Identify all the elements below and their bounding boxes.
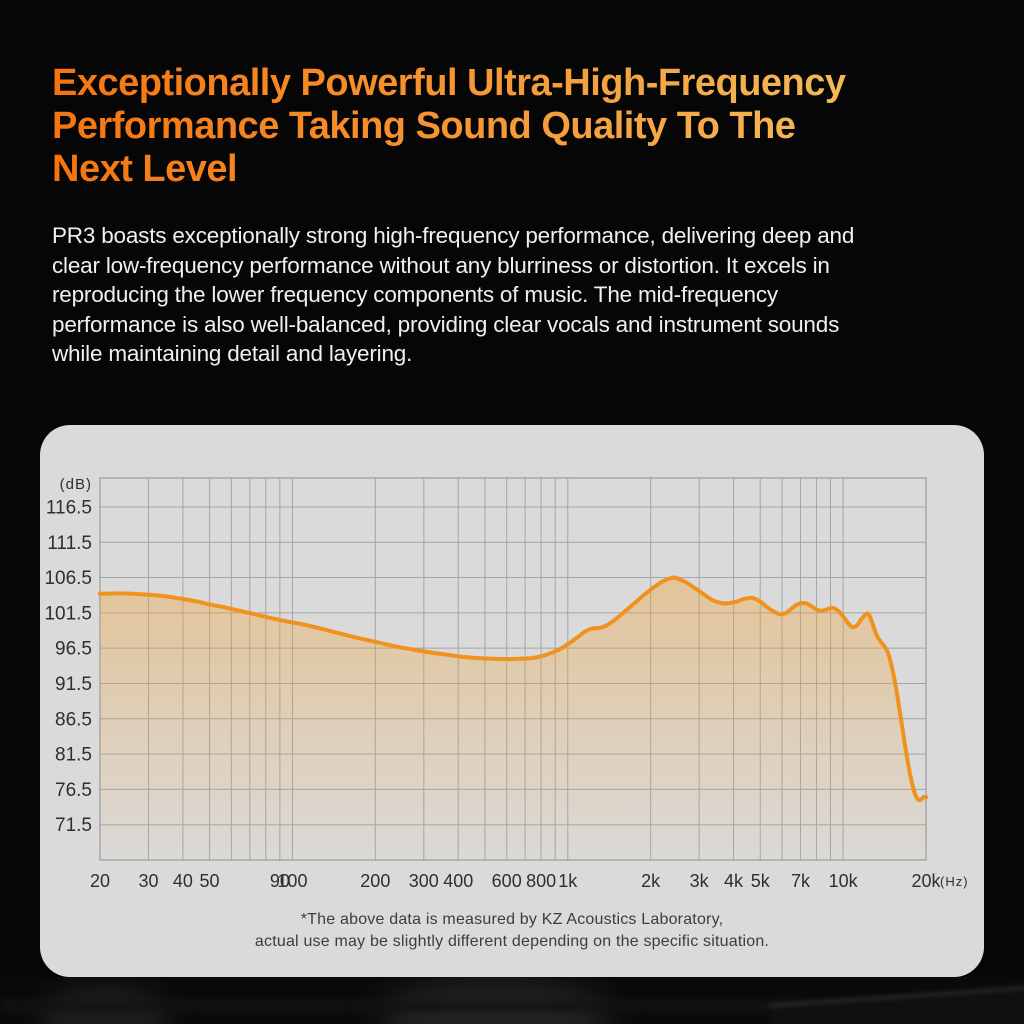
background-photo (0, 977, 1024, 1024)
paragraph-line: clear low-frequency performance without … (52, 252, 830, 278)
paragraph-line: performance is also well-balanced, provi… (52, 311, 840, 337)
x-tick-label: 40 (173, 871, 193, 891)
y-tick-label: 96.5 (55, 639, 92, 660)
y-tick-label: 76.5 (55, 780, 92, 801)
paragraph-line: reproducing the lower frequency componen… (52, 282, 778, 307)
x-tick-label: 20k (911, 871, 941, 891)
x-tick-label: 100 (277, 871, 307, 891)
page-title-line: Next Level (52, 148, 238, 190)
frequency-response-card: (dB) 116.5 111.5 106.5 101.5 96.5 91.5 86.5 81.5… (40, 425, 984, 977)
page-title: Exceptionally Powerful Ultra-High-Freque… (52, 62, 987, 191)
x-tick-label: 2k (641, 871, 661, 891)
y-tick-label: 86.5 (55, 709, 92, 730)
x-axis-unit: (Hz) (940, 874, 969, 889)
x-tick-label: 7k (791, 871, 811, 891)
photo-laptop-edge (768, 981, 1024, 1024)
paragraph-line: while maintaining detail and layering. (52, 341, 413, 366)
chart-footnote: *The above data is measured by KZ Acoust… (40, 909, 984, 953)
x-tick-label: 90 (270, 871, 290, 891)
y-tick-label: 81.5 (55, 745, 92, 766)
x-tick-label: 600 (492, 871, 522, 891)
area-fill (100, 577, 926, 860)
chart-footnote-line: actual use may be slightly different dep… (254, 933, 770, 950)
y-tick-label: 91.5 (55, 674, 92, 695)
chart-footnote-line: *The above data is measured by KZ Acoust… (300, 911, 724, 928)
frequency-response-chart: (dB) 116.5 111.5 106.5 101.5 96.5 91.5 86.5 81.5… (44, 476, 969, 891)
x-tick-label: 20 (90, 871, 110, 891)
paragraph-line: PR3 boasts exceptionally strong high-fre… (52, 223, 855, 248)
x-tick-label: 30 (138, 871, 158, 891)
y-tick-label: 71.5 (55, 815, 92, 836)
y-tick-label: 101.5 (44, 603, 92, 624)
x-tick-label: 800 (526, 871, 556, 891)
x-tick-label: 10k (829, 871, 859, 891)
x-tick-label: 400 (443, 871, 473, 891)
x-tick-label: 50 (200, 871, 220, 891)
x-tick-label: 5k (751, 871, 771, 891)
x-tick-label: 200 (360, 871, 390, 891)
x-tick-label: 1k (558, 871, 578, 891)
description-paragraph: PR3 boasts exceptionally strong high-fre… (52, 221, 997, 369)
page-title-line: Exceptionally Powerful Ultra-High-Freque… (52, 62, 846, 104)
y-axis-unit: (dB) (60, 476, 92, 493)
y-tick-label: 106.5 (44, 568, 92, 589)
y-tick-label: 111.5 (47, 533, 92, 554)
page-title-line: Performance Taking Sound Quality To The (52, 105, 796, 147)
x-tick-label: 300 (409, 871, 439, 891)
x-tick-label: 4k (724, 871, 744, 891)
x-tick-label: 3k (690, 871, 710, 891)
response-curve (98, 575, 928, 803)
y-tick-label: 116.5 (46, 497, 92, 518)
photo-blur-band (0, 1001, 1024, 1011)
